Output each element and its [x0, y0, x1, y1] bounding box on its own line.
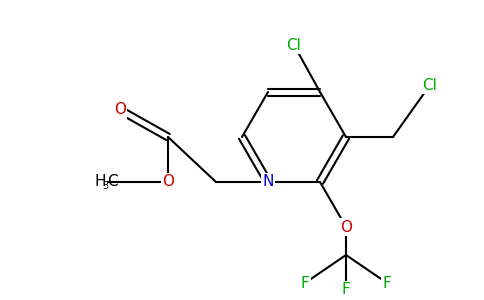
Text: C: C	[106, 175, 117, 190]
Text: O: O	[162, 175, 174, 190]
Text: Cl: Cl	[423, 77, 438, 92]
Text: O: O	[114, 103, 126, 118]
Text: 3: 3	[102, 181, 108, 191]
Text: O: O	[340, 220, 352, 235]
Text: N: N	[262, 175, 273, 190]
Text: F: F	[342, 283, 350, 298]
Text: F: F	[301, 275, 309, 290]
Text: F: F	[383, 275, 392, 290]
Text: H: H	[94, 175, 106, 190]
Text: Cl: Cl	[287, 38, 302, 52]
